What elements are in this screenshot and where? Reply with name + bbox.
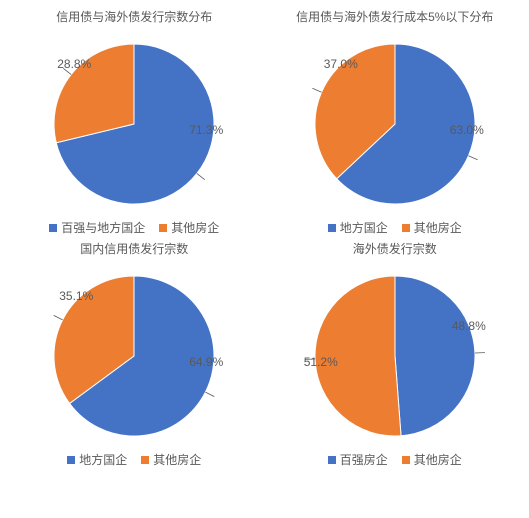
legend-item-b: 其他房企 [402,219,462,236]
chart-panel-0: 信用债与海外债发行宗数分布 71.3% 28.8% 百强与地方国企 其他房企 [8,8,261,236]
legend-swatch-icon [402,456,410,464]
chart-panel-1: 信用债与海外债发行成本5%以下分布 63.0% 37.0% 地方国企 其他房企 [269,8,522,236]
legend-label: 百强与地方国企 [61,219,145,236]
legend-label: 地方国企 [79,451,127,468]
legend: 百强房企 其他房企 [328,451,462,468]
legend-swatch-icon [67,456,75,464]
legend-item-a: 地方国企 [328,219,388,236]
legend: 地方国企 其他房企 [67,451,201,468]
pie-chart: 48.8% 51.2% [300,259,490,449]
chart-panel-3: 海外债发行宗数 48.8% 51.2% 百强房企 其他房企 [269,240,522,468]
legend-label: 地方国企 [340,219,388,236]
legend-item-b: 其他房企 [402,451,462,468]
legend-swatch-icon [328,224,336,232]
legend-label: 其他房企 [171,219,219,236]
legend-swatch-icon [402,224,410,232]
pct-label-b: 35.1% [59,289,93,303]
legend-item-b: 其他房企 [141,451,201,468]
pie-chart: 63.0% 37.0% [300,27,490,217]
legend: 百强与地方国企 其他房企 [49,219,219,236]
chart-title: 海外债发行宗数 [353,240,437,257]
legend-swatch-icon [49,224,57,232]
pct-label-a: 63.0% [450,123,484,137]
chart-panel-2: 国内信用债发行宗数 64.9% 35.1% 地方国企 其他房企 [8,240,261,468]
legend: 地方国企 其他房企 [328,219,462,236]
legend-label: 其他房企 [153,451,201,468]
chart-title: 信用债与海外债发行成本5%以下分布 [296,8,493,25]
legend-item-a: 百强与地方国企 [49,219,145,236]
legend-item-b: 其他房企 [159,219,219,236]
pct-label-a: 48.8% [452,319,486,333]
legend-swatch-icon [159,224,167,232]
pct-label-b: 37.0% [324,57,358,71]
legend-label: 百强房企 [340,451,388,468]
chart-title: 信用债与海外债发行宗数分布 [56,8,212,25]
legend-item-a: 百强房企 [328,451,388,468]
pie-chart: 64.9% 35.1% [39,259,229,449]
pct-label-b: 51.2% [304,355,338,369]
pct-label-b: 28.8% [57,57,91,71]
legend-label: 其他房企 [414,219,462,236]
chart-title: 国内信用债发行宗数 [80,240,188,257]
legend-item-a: 地方国企 [67,451,127,468]
pct-label-a: 71.3% [189,123,223,137]
pie-chart: 71.3% 28.8% [39,27,229,217]
pct-label-a: 64.9% [189,355,223,369]
legend-swatch-icon [141,456,149,464]
legend-swatch-icon [328,456,336,464]
legend-label: 其他房企 [414,451,462,468]
chart-grid: 信用债与海外债发行宗数分布 71.3% 28.8% 百强与地方国企 其他房企 信… [8,8,521,468]
